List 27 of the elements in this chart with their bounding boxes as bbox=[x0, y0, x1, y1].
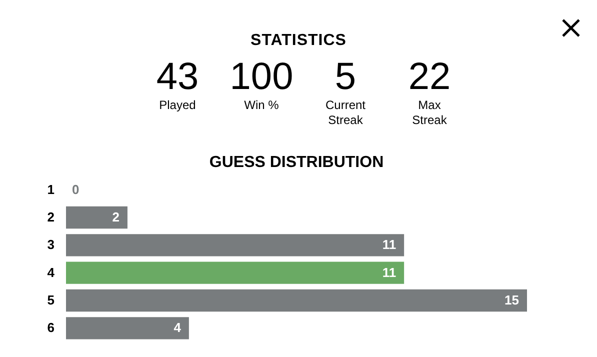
data-label: 11 bbox=[382, 264, 396, 280]
text: STATISTICS bbox=[250, 32, 348, 50]
chart-title: GUESS DISTRIBUTION bbox=[209, 154, 384, 171]
text: 5 bbox=[334, 56, 356, 98]
text: 100 bbox=[230, 56, 294, 98]
text: Max Streak bbox=[411, 98, 448, 128]
data-label: 4 bbox=[174, 320, 182, 336]
text: Played bbox=[158, 98, 197, 113]
data-label: 15 bbox=[504, 292, 519, 308]
text: Win % bbox=[243, 98, 280, 113]
bar bbox=[66, 234, 404, 256]
text: Current Streak bbox=[324, 98, 366, 128]
bar bbox=[66, 206, 128, 229]
y-tick-label: 2 bbox=[47, 210, 54, 224]
data-label: 0 bbox=[72, 182, 80, 197]
y-tick-label: 6 bbox=[47, 320, 54, 336]
y-tick-label: 5 bbox=[47, 292, 54, 308]
data-label: 2 bbox=[112, 210, 120, 224]
y-tick-label: 4 bbox=[47, 264, 56, 280]
y-tick-label: 3 bbox=[47, 237, 54, 252]
data-label: 11 bbox=[382, 237, 396, 252]
y-tick-label: 1 bbox=[47, 182, 54, 197]
bar bbox=[66, 317, 189, 340]
bar bbox=[66, 289, 527, 312]
text: 22 bbox=[408, 56, 451, 98]
text: 43 bbox=[156, 56, 199, 98]
bar bbox=[66, 262, 404, 284]
